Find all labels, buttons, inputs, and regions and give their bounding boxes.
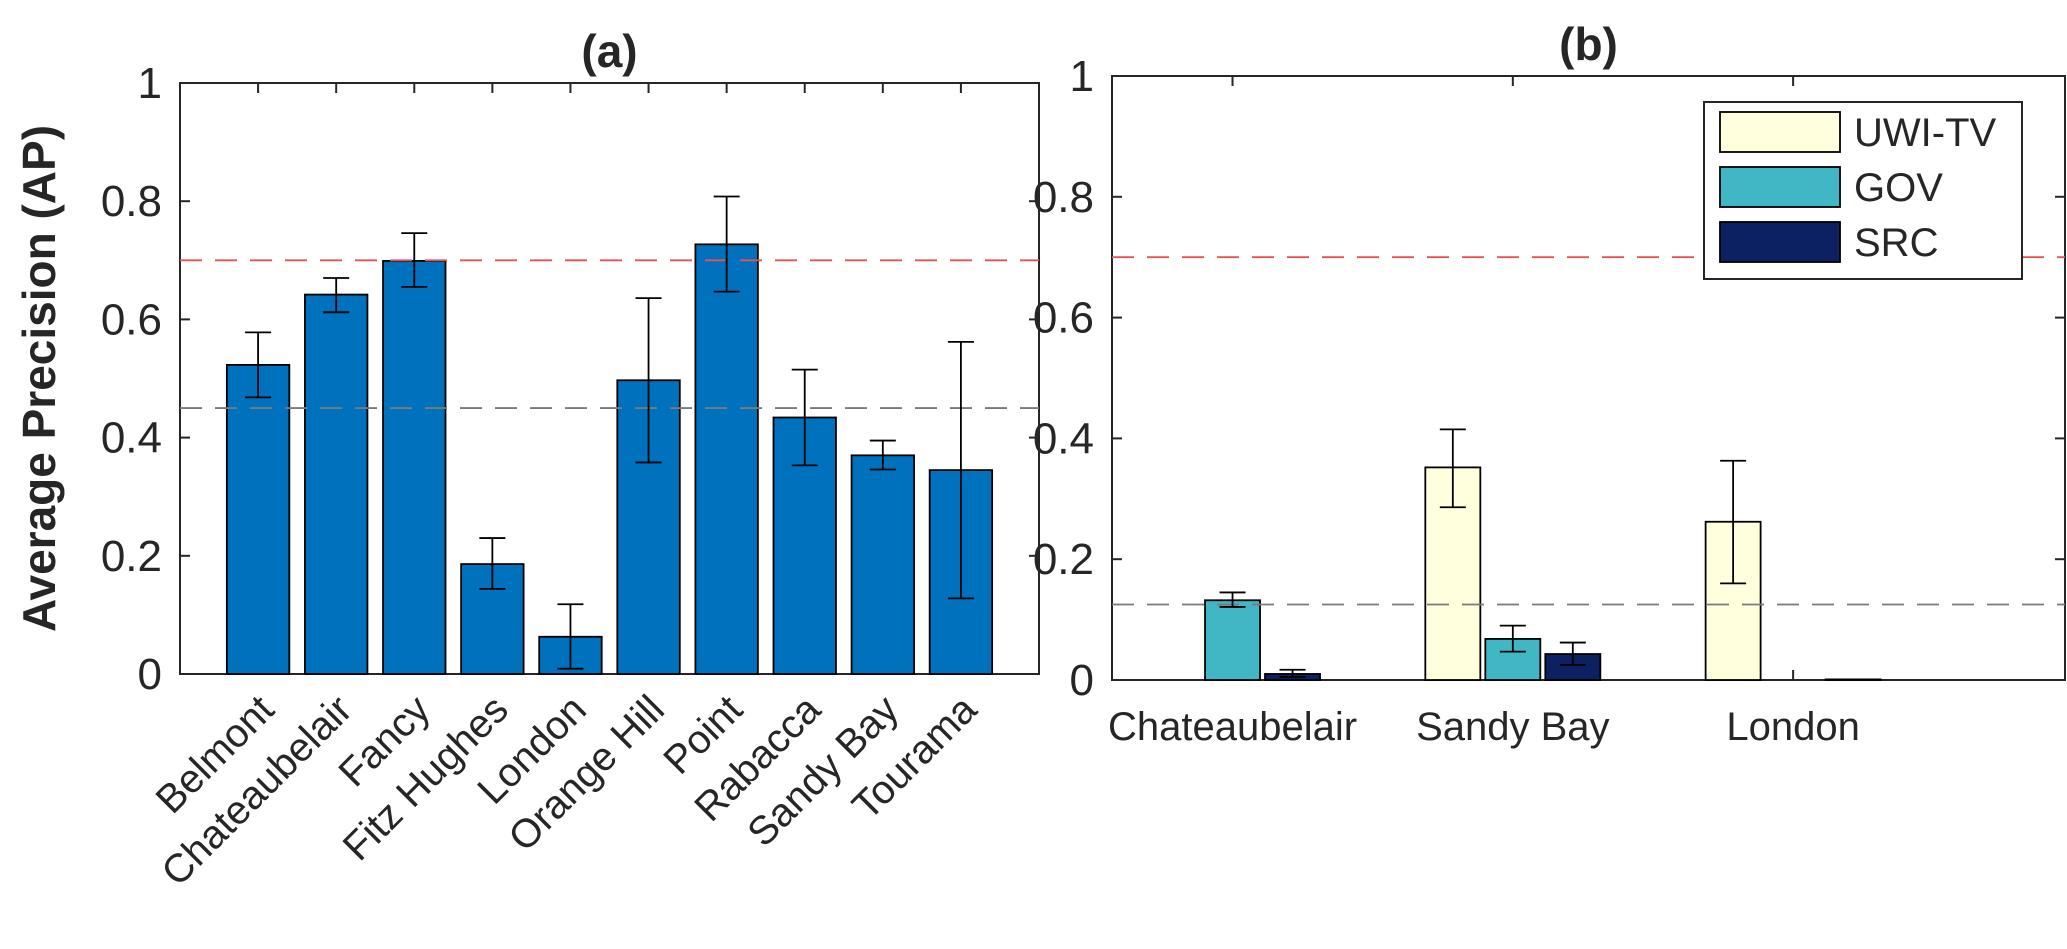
bar-gov bbox=[1204, 599, 1261, 681]
bar bbox=[225, 364, 291, 675]
y-tick-label: 0.4 bbox=[1033, 414, 1094, 463]
bar bbox=[694, 243, 759, 675]
bar bbox=[382, 259, 447, 675]
plot-frame bbox=[179, 82, 1040, 675]
x-tick-label: Sandy Bay bbox=[1416, 705, 1609, 749]
bar bbox=[850, 454, 915, 675]
bar-src bbox=[1824, 678, 1882, 681]
y-tick-label: 0.6 bbox=[1033, 294, 1094, 343]
x-tick-label: Chateaubelair bbox=[1108, 705, 1357, 749]
y-tick-label: 1 bbox=[138, 59, 162, 108]
bar bbox=[460, 563, 525, 675]
legend-label: SRC bbox=[1854, 221, 1938, 265]
y-tick-label: 1 bbox=[1070, 52, 1094, 101]
y-tick-label: 0 bbox=[1070, 656, 1094, 705]
chart-title: (b) bbox=[1559, 18, 1618, 70]
y-tick-label: 0.2 bbox=[101, 532, 162, 581]
y-tick-label: 0 bbox=[138, 650, 162, 699]
legend-swatch bbox=[1719, 221, 1841, 263]
panel-a: 00.20.40.60.81(a)Average Precision (AP)B… bbox=[13, 25, 1040, 894]
x-tick-label: London bbox=[1726, 705, 1859, 749]
panel-b: 0 0.2 0.4 0.6 0.8 1 (b) Chateaubelair Sandy Bay L… bbox=[1033, 18, 2066, 749]
legend-swatch bbox=[1719, 111, 1841, 153]
legend: UWI-TV GOV SRC bbox=[1703, 101, 2023, 280]
y-axis-label: Average Precision (AP) bbox=[13, 125, 65, 632]
chart-title: (a) bbox=[581, 25, 637, 77]
legend-label: UWI-TV bbox=[1854, 111, 1997, 155]
y-tick-label: 0.8 bbox=[101, 177, 162, 226]
y-tick-label: 0.4 bbox=[101, 414, 162, 463]
legend-swatch bbox=[1719, 166, 1841, 208]
y-tick-label: 0.2 bbox=[1033, 535, 1094, 584]
bar bbox=[304, 293, 369, 675]
y-tick-label: 0.8 bbox=[1033, 173, 1094, 222]
y-tick-label: 0.6 bbox=[101, 295, 162, 344]
legend-label: GOV bbox=[1854, 166, 1943, 210]
